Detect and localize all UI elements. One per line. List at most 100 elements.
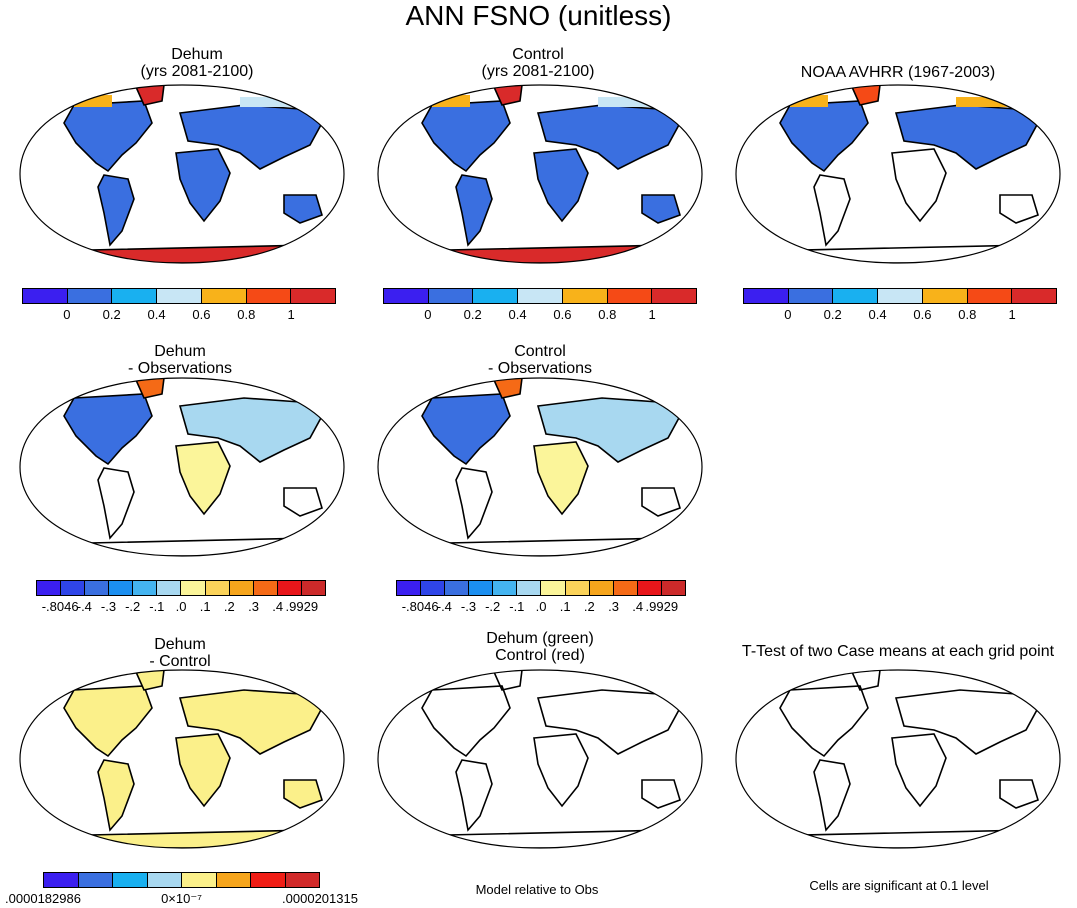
colorbar-swatch (23, 289, 67, 303)
landmass (283, 487, 323, 517)
colorbar-dehum-obs-labels: -.8046 -.4 -.3 -.2 -.1 .0 .1 .2 .3 .4.9929 (36, 599, 326, 615)
colorbar-swatch (180, 581, 205, 595)
landmass (536, 104, 682, 170)
colorbar-tick-label: 0.4 (508, 307, 527, 322)
colorbar-tick-label: 0×10⁻⁷ (161, 891, 202, 906)
colorbar-tick-label: 0.8 (958, 307, 977, 322)
landmass (175, 441, 231, 516)
panel-title-dehum-obs: Dehum - Observations (0, 343, 360, 377)
colorbar-swatch (636, 581, 661, 595)
panel-title-contours: Dehum (green) Control (red) (360, 630, 720, 664)
colorbar-swatch (66, 289, 112, 303)
colorbar-dehum-control-labels: .0000182986 0×10⁻⁷ .0000201315 (5, 891, 358, 907)
map-border (19, 84, 345, 264)
panel-title-line1: Dehum (154, 636, 206, 653)
colorbar-swatch (108, 581, 133, 595)
colorbar-swatch (472, 289, 518, 303)
map-ttest (720, 668, 1076, 850)
colorbar-tick-label: -.8046 (41, 599, 79, 614)
colorbar-tick-label: 0 (784, 307, 792, 322)
colorbar-tick-label: .2 (583, 599, 595, 614)
landmass (455, 467, 493, 540)
landmass (533, 733, 589, 808)
colorbar-swatch (427, 289, 473, 303)
colorbar-tick-label: 1 (1008, 307, 1016, 322)
landmass (97, 467, 135, 540)
map-contours (362, 668, 718, 850)
landmass (891, 733, 947, 808)
map-dehum (4, 83, 360, 265)
map-border (377, 84, 703, 264)
colorbar-dehum-labels: 0 0.2 0.4 0.6 0.8 1 (22, 307, 336, 323)
landmass (97, 174, 135, 247)
figure-title: ANN FSNO (unitless) (405, 0, 672, 31)
landmass (178, 104, 324, 170)
colorbar-swatch (37, 581, 61, 595)
colorbar-swatch (250, 873, 285, 887)
colorbar-swatch (44, 873, 78, 887)
landmass (283, 779, 323, 809)
colorbar-tick-label: 0.4 (147, 307, 166, 322)
map-border (19, 669, 345, 849)
colorbar-tick-label: .9929 (285, 599, 319, 614)
colorbar-tick-label: 0.2 (823, 307, 842, 322)
colorbar-dehum-obs (36, 580, 326, 596)
colorbar-control (383, 288, 697, 304)
panel-title-ttest: T-Test of two Case means at each grid po… (708, 643, 1077, 660)
colorbar-tick-label: .1 (199, 599, 211, 614)
panel-title-dehum-control: Dehum - Control (0, 636, 360, 670)
landmass (641, 487, 681, 517)
colorbar-swatch (290, 289, 336, 303)
landmass (63, 393, 153, 466)
map-control (362, 83, 718, 265)
panel-title-line2: Control (red) (495, 647, 585, 664)
landmass (536, 397, 682, 463)
colorbar-swatch (444, 581, 469, 595)
panel-title-control-obs: Control - Observations (360, 343, 720, 377)
landmass (175, 148, 231, 223)
colorbar-swatch (84, 581, 109, 595)
colorbar-swatch (200, 289, 246, 303)
colorbar-tick-label: -.3 (100, 599, 117, 614)
colorbar-swatch (1011, 289, 1057, 303)
colorbar-tick-label: .0000201315 (282, 891, 358, 906)
panel-title-control: Control (yrs 2081-2100) (358, 46, 718, 80)
map-obs (720, 83, 1076, 265)
panel-title-dehum: Dehum (yrs 2081-2100) (17, 46, 377, 80)
panel-title-line2: - Control (149, 653, 211, 670)
colorbar-swatch (181, 873, 216, 887)
panel-title-line1: NOAA AVHRR (1967-2003) (800, 64, 996, 81)
colorbar-swatch (420, 581, 445, 595)
colorbar-tick-label: 0.6 (192, 307, 211, 322)
note-contours: Model relative to Obs (475, 882, 599, 897)
panel-title-line2: - Observations (487, 360, 593, 377)
panel-title-line1: Dehum (171, 46, 223, 63)
colorbar-swatch (832, 289, 878, 303)
colorbar-obs (743, 288, 1057, 304)
colorbar-control-obs-labels: -.8046 -.4 -.3 -.2 -.1 .0 .1 .2 .3 .4.9929 (396, 599, 686, 615)
landmass (641, 779, 681, 809)
colorbar-swatch (561, 289, 607, 303)
colorbar-dehum (22, 288, 336, 304)
colorbar-tick-label: .0 (535, 599, 547, 614)
colorbar-swatch (787, 289, 833, 303)
colorbar-swatch (612, 581, 637, 595)
panel-title-line1: Dehum (154, 343, 206, 360)
landmass (63, 100, 153, 173)
landmass (641, 194, 681, 224)
colorbar-swatch (384, 289, 428, 303)
colorbar-swatch (300, 581, 325, 595)
landmass (813, 174, 851, 247)
colorbar-swatch (744, 289, 788, 303)
landmass (533, 441, 589, 516)
colorbar-swatch (517, 289, 562, 303)
colorbar-tick-label: 1 (287, 307, 295, 322)
colorbar-tick-label: .0000182986 (5, 891, 81, 906)
panel-title-line1: T-Test of two Case means at each grid po… (741, 643, 1055, 660)
colorbar-swatch (252, 581, 277, 595)
landmass (178, 689, 324, 755)
landmass (999, 194, 1039, 224)
colorbar-tick-label: -.2 (485, 599, 501, 614)
colorbar-tick-label: .2 (223, 599, 235, 614)
snow-band (432, 95, 470, 107)
